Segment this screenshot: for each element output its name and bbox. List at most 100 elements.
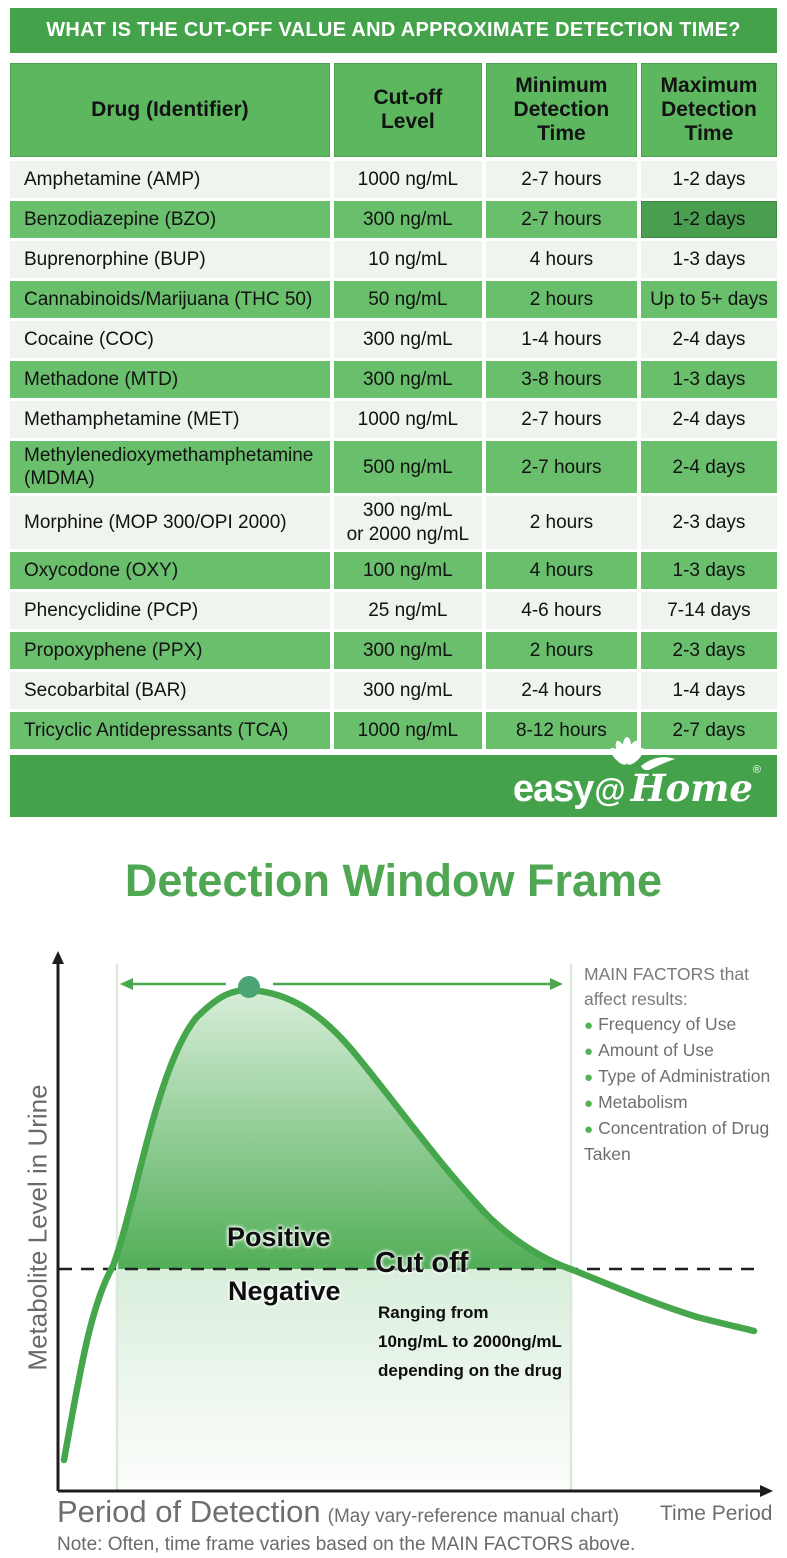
- table-row: Propoxyphene (PPX) 300 ng/mL 2 hours 2-3 da…: [10, 631, 777, 669]
- value-cell: 2-7 hours: [485, 441, 637, 494]
- table-body: Amphetamine (AMP) 1000 ng/mL 2-7 hours 1-2 …: [10, 161, 777, 749]
- bullet-dot-icon: ●: [584, 1016, 594, 1034]
- peak-marker-dot: [238, 975, 260, 998]
- table-row: Benzodiazepine (BZO) 300 ng/mL 2-7 hours 1-…: [10, 201, 777, 238]
- value-cell: 25 ng/mL: [333, 591, 482, 629]
- leaf-burst-icon: [610, 736, 675, 770]
- table-row: Oxycodone (OXY) 100 ng/mL 4 hours 1-3 days: [10, 551, 777, 589]
- value-cell: 2-7 hours: [485, 201, 637, 238]
- drug-cell: Phencyclidine (PCP): [10, 591, 330, 629]
- footnote: Note: Often, time frame varies based on …: [57, 1533, 636, 1555]
- table-row: Buprenorphine (BUP) 10 ng/mL 4 hours 1-3 da…: [10, 241, 777, 278]
- registered-mark: ®: [752, 763, 761, 776]
- column-header-cutoff: Cut-off Level: [333, 63, 482, 157]
- value-cell: 500 ng/mL: [333, 441, 482, 494]
- table-row: Methadone (MTD) 300 ng/mL 3-8 hours 1-3 day…: [10, 361, 777, 398]
- value-cell: 2-4 days: [640, 441, 777, 494]
- section-title: Detection Window Frame: [124, 854, 663, 906]
- drug-cell: Oxycodone (OXY): [10, 551, 330, 589]
- factors-title-line1: MAIN FACTORS that: [584, 963, 749, 984]
- value-cell: 2-7 hours: [485, 161, 637, 198]
- value-cell: 300 ng/mL: [333, 361, 482, 398]
- bullet-dot-icon: ●: [584, 1120, 594, 1138]
- value-cell: 300 ng/mL: [333, 201, 482, 238]
- column-header-drug: Drug (Identifier): [10, 63, 330, 157]
- table-header-row: Drug (Identifier) Cut-off Level Minimum …: [10, 63, 777, 157]
- value-cell: 1-3 days: [640, 361, 777, 398]
- value-cell: 1-3 days: [640, 241, 777, 278]
- table-row: Methylenedioxymethamphetamine (MDMA) 500 …: [10, 441, 777, 494]
- drug-cell: Tricyclic Antidepressants (TCA): [10, 711, 330, 749]
- value-cell: 4-6 hours: [485, 591, 637, 629]
- value-cell: 2-4 hours: [485, 671, 637, 709]
- factors-title-line2: affect results:: [584, 988, 688, 1009]
- infographic-page: WHAT IS THE CUT-OFF VALUE AND APPROXIMAT…: [0, 8, 787, 1558]
- table-title: WHAT IS THE CUT-OFF VALUE AND APPROXIMAT…: [46, 19, 741, 41]
- cutoff-note-line: Ranging from: [378, 1302, 489, 1322]
- value-cell: 1-4 hours: [485, 321, 637, 358]
- table-row: Secobarbital (BAR) 300 ng/mL 2-4 hours 1-4 …: [10, 671, 777, 709]
- value-cell: 2-7 days: [640, 711, 777, 749]
- drug-cell: Methamphetamine (MET): [10, 401, 330, 438]
- table-row: Tricyclic Antidepressants (TCA) 1000 ng/m…: [10, 711, 777, 749]
- value-cell: 3-8 hours: [485, 361, 637, 398]
- drug-cell: Cocaine (COC): [10, 321, 330, 358]
- table-row: Amphetamine (AMP) 1000 ng/mL 2-7 hours 1-2 …: [10, 161, 777, 198]
- arrowhead-right: [550, 977, 563, 990]
- column-header-min-detection: Minimum Detection Time: [485, 63, 637, 157]
- value-cell: 1-2 days: [640, 161, 777, 198]
- drug-cell: Cannabinoids/Marijuana (THC 50): [10, 281, 330, 318]
- negative-region-fill: [117, 1268, 571, 1491]
- value-cell: 300 ng/mL: [333, 321, 482, 358]
- cutoff-note: Ranging from 10ng/mL to 2000ng/mL dependin…: [378, 1298, 628, 1385]
- logo-text-easy: easy: [512, 767, 595, 810]
- table-row: Cannabinoids/Marijuana (THC 50) 50 ng/mL 2…: [10, 281, 777, 318]
- value-cell: 4 hours: [485, 551, 637, 589]
- value-cell: 2 hours: [485, 496, 637, 549]
- value-cell: 2-3 days: [640, 496, 777, 549]
- detection-window-chart: Metabolite Level in Urine MAIN FACTORS t…: [0, 946, 787, 1558]
- y-axis-label: Metabolite Level in Urine: [22, 1084, 53, 1371]
- value-cell: 100 ng/mL: [333, 551, 482, 589]
- column-header-max-detection: Maximum Detection Time: [640, 63, 777, 157]
- value-cell: 2-4 days: [640, 321, 777, 358]
- drug-cell: Benzodiazepine (BZO): [10, 201, 330, 238]
- factor-item: ● Frequency of Use: [584, 1013, 737, 1034]
- bullet-dot-icon: ●: [584, 1042, 594, 1060]
- easy-at-home-logo: easy@ Home®: [512, 736, 761, 811]
- value-cell: Up to 5+ days: [640, 281, 777, 318]
- x-axis-caption: Period of Detection (May vary-reference m…: [57, 1494, 619, 1530]
- value-cell: 300 ng/mL: [333, 671, 482, 709]
- value-cell: 10 ng/mL: [333, 241, 482, 278]
- value-cell: 1000 ng/mL: [333, 161, 482, 198]
- positive-label: Positive: [227, 1221, 331, 1252]
- factor-item: ● Metabolism: [584, 1091, 688, 1112]
- value-cell: 1-4 days: [640, 671, 777, 709]
- table-title-bar: WHAT IS THE CUT-OFF VALUE AND APPROXIMAT…: [10, 8, 777, 53]
- value-cell: 300 ng/mL or 2000 ng/mL: [333, 496, 482, 549]
- factor-item: ● Type of Administration: [584, 1065, 771, 1086]
- arrowhead-left: [120, 977, 133, 990]
- time-period-label: Time Period: [660, 1501, 773, 1525]
- value-cell: 2 hours: [485, 281, 637, 318]
- value-cell: 2 hours: [485, 631, 637, 669]
- drug-table: Drug (Identifier) Cut-off Level Minimum …: [10, 63, 777, 749]
- value-cell: 8-12 hours: [485, 711, 637, 749]
- brand-footer-bar: easy@ Home®: [10, 736, 777, 817]
- value-cell: 2-7 hours: [485, 401, 637, 438]
- table-row: Morphine (MOP 300/OPI 2000) 300 ng/mL or …: [10, 496, 777, 549]
- factors-list: ● Frequency of Use ● Amount of Use ● Type of …: [584, 1012, 786, 1167]
- positive-region-fill: [113, 989, 573, 1270]
- logo-text-home: Home: [630, 765, 753, 810]
- cutoff-label: Cut off: [375, 1246, 469, 1279]
- detection-curve-plot: [52, 950, 773, 1497]
- value-cell: 2-3 days: [640, 631, 777, 669]
- cutoff-note-line: 10ng/mL to 2000ng/mL: [378, 1331, 562, 1351]
- factor-item: ● Amount of Use: [584, 1039, 714, 1060]
- cutoff-note-line: depending on the drug: [378, 1360, 563, 1380]
- drug-cell: Buprenorphine (BUP): [10, 241, 330, 278]
- negative-label: Negative: [228, 1275, 341, 1306]
- y-axis-arrowhead: [52, 950, 64, 964]
- value-cell: 300 ng/mL: [333, 631, 482, 669]
- value-cell: 1000 ng/mL: [333, 711, 482, 749]
